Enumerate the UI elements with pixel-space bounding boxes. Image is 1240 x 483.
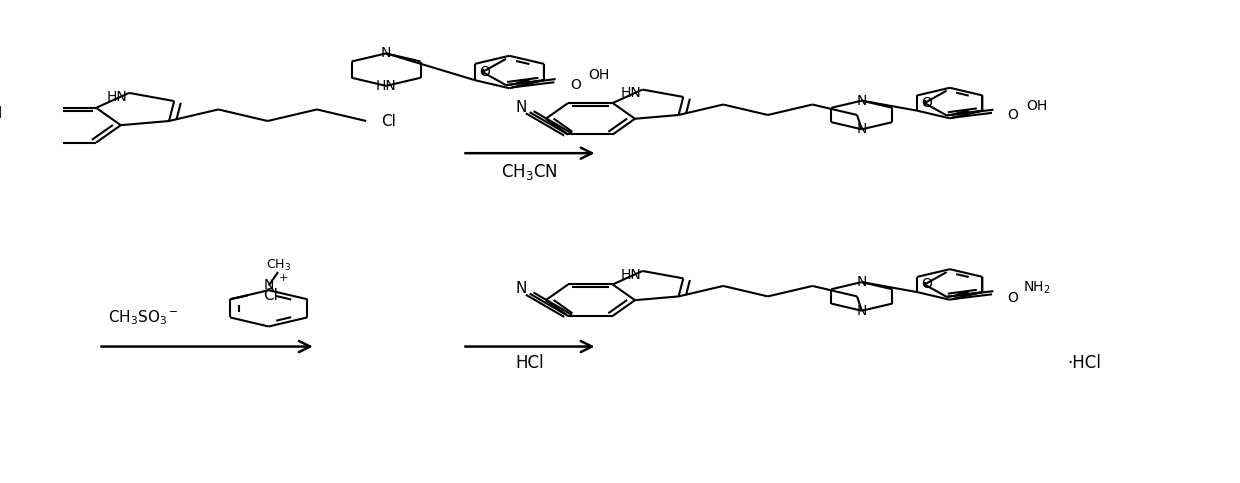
Text: HCl: HCl [515,354,543,372]
Text: +: + [279,273,289,283]
Text: O: O [569,78,580,92]
Text: OH: OH [1027,99,1048,113]
Text: N: N [857,275,867,289]
Text: ·HCl: ·HCl [1068,354,1101,372]
Text: Cl: Cl [263,288,278,303]
Text: CH$_3$: CH$_3$ [265,258,290,273]
Text: OH: OH [589,68,610,82]
Text: N: N [857,122,867,136]
Text: N: N [857,94,867,108]
Text: N: N [516,282,527,297]
Text: CH$_3$SO$_3$$^-$: CH$_3$SO$_3$$^-$ [108,309,179,327]
Text: HN: HN [376,79,397,93]
Text: N: N [0,106,2,121]
Text: NH$_2$: NH$_2$ [1023,280,1050,297]
Text: HN: HN [107,90,128,104]
Text: HN: HN [620,86,641,100]
Text: O: O [921,96,932,110]
Text: CH$_3$CN: CH$_3$CN [501,162,558,182]
Text: N: N [857,304,867,318]
Text: N: N [264,278,274,292]
Text: O: O [480,65,490,79]
Text: O: O [921,277,932,291]
Text: Cl: Cl [382,114,397,128]
Text: N: N [516,100,527,115]
Text: HN: HN [620,268,641,282]
Text: O: O [1007,291,1018,305]
Text: O: O [1007,108,1018,122]
Text: N: N [381,46,392,60]
